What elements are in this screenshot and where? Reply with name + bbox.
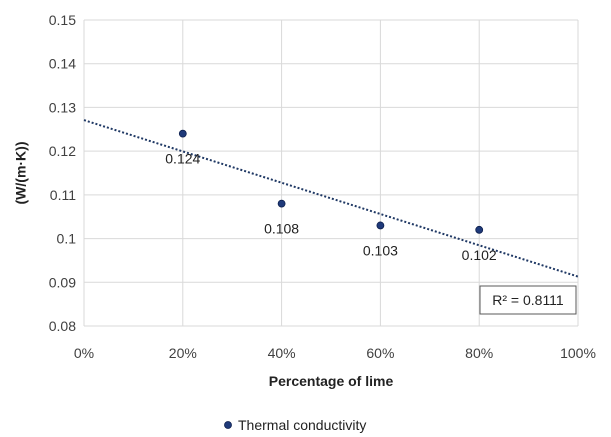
legend: Thermal conductivity [224,417,366,433]
data-point [178,129,187,138]
y-axis-tick-labels: 0.08 0.09 0.1 0.11 0.12 0.13 0.14 0.15 [49,12,76,334]
r-squared-label: R² = 0.8111 [492,292,564,308]
y-tick-label: 0.12 [49,143,76,159]
y-tick-label: 0.08 [49,318,76,334]
legend-marker [224,421,232,429]
data-label: 0.124 [165,151,200,167]
y-tick-label: 0.13 [49,99,76,115]
data-point [277,199,286,208]
x-axis-title: Percentage of lime [269,373,394,389]
y-axis-title: (W/(m·K)) [13,142,29,205]
y-tick-label: 0.15 [49,12,76,28]
data-label: 0.103 [363,242,398,258]
data-point [376,221,385,230]
x-tick-label: 20% [169,345,197,361]
r-squared-box: R² = 0.8111 [479,285,577,315]
data-label: 0.108 [264,221,299,237]
data-points [178,129,484,234]
x-tick-label: 40% [268,345,296,361]
x-tick-label: 60% [366,345,394,361]
trendline [83,119,579,278]
x-tick-label: 80% [465,345,493,361]
x-tick-label: 0% [74,345,94,361]
x-axis-tick-labels: 0% 20% 40% 60% 80% 100% [74,345,596,361]
data-label: 0.102 [462,247,497,263]
data-point [475,225,484,234]
x-tick-label: 100% [560,345,596,361]
y-tick-label: 0.09 [49,274,76,290]
data-labels: 0.124 0.108 0.103 0.102 [165,151,497,263]
y-tick-label: 0.1 [57,231,77,247]
y-tick-label: 0.14 [49,56,76,72]
y-tick-label: 0.11 [50,187,76,203]
gridlines [83,19,579,327]
legend-label: Thermal conductivity [238,417,366,433]
